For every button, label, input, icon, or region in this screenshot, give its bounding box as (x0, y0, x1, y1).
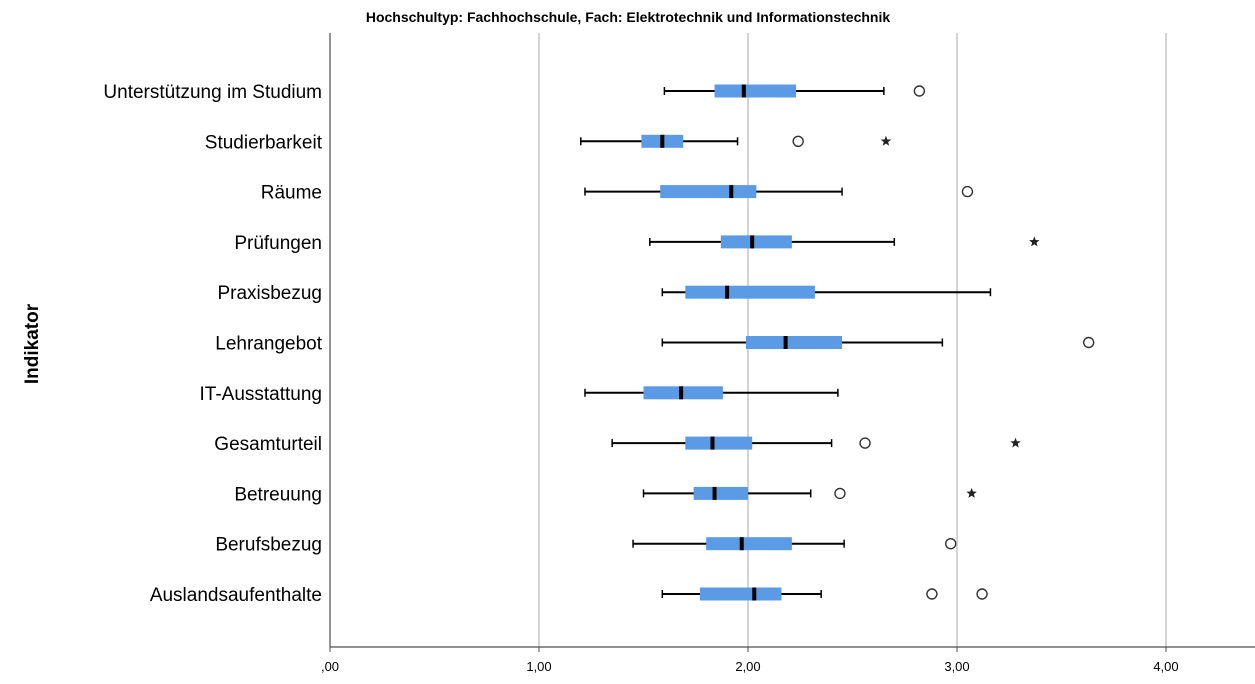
iqr-box (720, 235, 792, 249)
category-label: Berufsbezug (215, 535, 322, 556)
median-line (752, 587, 757, 601)
category-label: Gesamturteil (214, 434, 322, 455)
category-label: Studierbarkeit (205, 132, 323, 153)
y-axis-title: Indikator (22, 303, 43, 384)
outlier-point (961, 185, 974, 198)
median-line (750, 235, 755, 249)
outlier-point (792, 135, 804, 148)
median-line (710, 436, 715, 450)
iqr-box (714, 84, 797, 98)
category-label: Auslandsaufenthalte (150, 585, 322, 606)
extreme-point (880, 135, 892, 146)
x-tick-label: 4,00 (1153, 659, 1178, 674)
axes (329, 33, 1255, 648)
category-labels: Unterstützung im Studium Studierbarkeit Rä… (103, 82, 322, 606)
median-line (783, 336, 788, 349)
boxplot (584, 185, 974, 199)
outlier-point (976, 588, 988, 600)
extreme-point (966, 487, 977, 498)
chart-title: Hochschultyp: Fachhochschule, Fach: Elek… (366, 9, 891, 25)
iqr-box (706, 537, 792, 551)
boxplot (632, 537, 957, 551)
median-line (741, 84, 746, 98)
outlier-point (834, 487, 846, 500)
median-line (679, 386, 684, 400)
median-line (725, 285, 730, 299)
outlier-point (945, 538, 957, 550)
iqr-box (643, 386, 723, 400)
category-label: Praxisbezug (217, 283, 322, 304)
boxplot (661, 285, 992, 299)
boxplot (661, 587, 988, 601)
median-line (660, 134, 665, 148)
category-label: Betreuung (234, 484, 322, 505)
boxplot (611, 436, 1021, 450)
iqr-box (693, 486, 748, 500)
boxplot (584, 386, 839, 400)
outlier-point (913, 85, 926, 97)
x-tick-label: 3,00 (944, 659, 969, 674)
x-tick-label: 1,00 (526, 659, 551, 674)
extreme-point (1029, 236, 1040, 247)
iqr-box (699, 587, 782, 601)
extreme-point (1010, 437, 1021, 448)
x-tick-label: ,00 (321, 659, 339, 674)
x-tick-label: 2,00 (735, 659, 760, 674)
boxplot (649, 235, 1040, 249)
outlier-point (859, 437, 871, 449)
outlier-point (1082, 336, 1095, 349)
boxplot (663, 84, 926, 98)
category-label: Lehrangebot (215, 334, 322, 355)
outlier-point (926, 588, 938, 600)
x-axis-ticks: ,00 1,00 2,00 3,00 4,00 (321, 647, 1179, 674)
iqr-box (745, 336, 843, 349)
iqr-box (685, 436, 753, 450)
iqr-box (660, 185, 757, 199)
category-label: Räume (261, 183, 322, 204)
boxplot (580, 134, 892, 148)
iqr-box (685, 285, 815, 299)
median-line (739, 537, 744, 551)
category-label: IT-Ausstattung (199, 384, 322, 405)
category-label: Prüfungen (234, 233, 322, 254)
gridlines (538, 33, 1167, 647)
boxplot (642, 486, 977, 500)
median-line (712, 486, 717, 500)
median-line (729, 185, 734, 199)
boxplot (661, 336, 1095, 349)
category-label: Unterstützung im Studium (103, 82, 322, 103)
boxplots (580, 84, 1095, 601)
